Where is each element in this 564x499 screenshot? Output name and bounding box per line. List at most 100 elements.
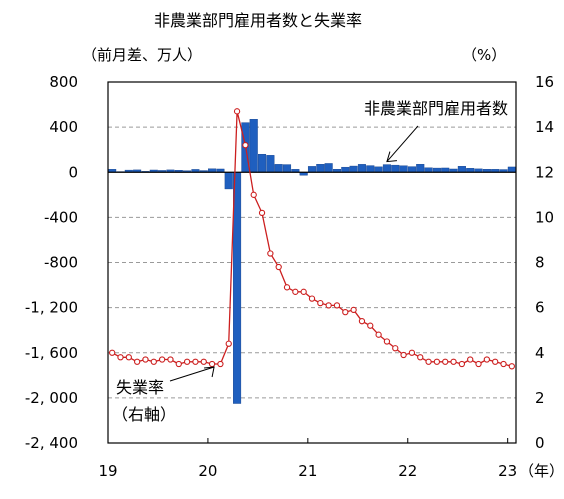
bar-48	[507, 166, 516, 173]
unemployment-point-6	[158, 356, 166, 363]
unemployment-point-14	[225, 340, 232, 347]
chart-title: 非農業部門雇用者数と失業率	[154, 11, 362, 30]
unemployment-point-39	[433, 358, 441, 365]
unemployment-point-8	[175, 360, 182, 368]
left-tick-label-0: 800	[49, 73, 78, 91]
unemployment-point-23	[300, 288, 307, 295]
unemployment-point-40	[442, 358, 449, 365]
unemployment-point-24	[308, 295, 316, 302]
bar-38	[424, 167, 433, 173]
unemployment-point-46	[492, 358, 499, 365]
unemployment-point-27	[333, 302, 341, 309]
left-tick-label-6: -1, 600	[25, 344, 78, 362]
unemployment-point-18	[258, 209, 266, 217]
x-tick-label-0: 19	[98, 462, 117, 480]
x-tick-label-4: 23	[498, 462, 517, 480]
unemployment-point-31	[367, 322, 374, 329]
annotation-payrolls-arrowhead	[386, 151, 397, 163]
plot-frame	[107, 81, 517, 444]
right-tick-label-3: 10	[535, 208, 554, 226]
unemployment-point-2	[125, 354, 132, 361]
unemployment-point-33	[383, 338, 391, 345]
unemployment-point-29	[350, 306, 357, 314]
unemployment-point-1	[117, 354, 124, 361]
axes	[107, 81, 517, 444]
bar-29	[349, 165, 358, 173]
x-tick-label-1: 20	[198, 462, 217, 480]
unemployment-point-26	[325, 302, 332, 309]
unemployment-point-19	[267, 250, 274, 257]
x-axis-unit-label: （年）	[519, 462, 564, 480]
unemployment-point-13	[217, 360, 224, 368]
bar-20	[274, 164, 283, 173]
unemployment-point-4	[142, 356, 149, 363]
bar-32	[374, 166, 383, 173]
left-axis-unit-label: （前月差、万人）	[82, 46, 202, 64]
unemployment-point-45	[483, 356, 491, 363]
unemployment-point-12	[208, 360, 216, 368]
unemployment-point-5	[150, 358, 157, 365]
bar-19	[266, 155, 275, 173]
unemployment-point-0	[109, 349, 116, 356]
annotation-payrolls-arrow-line	[386, 125, 419, 162]
unemployment-point-7	[167, 356, 174, 363]
annotation-unemployment-label: 失業率	[116, 378, 164, 397]
bar-17	[249, 119, 258, 173]
bar-14	[224, 172, 233, 190]
right-axis-unit-label: （%）	[462, 46, 506, 64]
unemployment-point-15	[233, 108, 241, 115]
right-tick-label-6: 4	[535, 344, 545, 362]
bar-35	[399, 165, 408, 173]
right-tick-label-5: 6	[535, 299, 545, 317]
left-tick-label-3: -400	[44, 208, 78, 226]
right-tick-label-4: 8	[535, 254, 545, 272]
right-tick-label-0: 16	[535, 73, 554, 91]
unemployment-point-35	[400, 351, 407, 359]
bar-24	[307, 166, 317, 173]
right-tick-label-8: 0	[535, 434, 545, 452]
unemployment-point-44	[475, 360, 482, 368]
bar-31	[366, 165, 375, 173]
unemployment-point-30	[358, 318, 366, 325]
unemployment-point-42	[458, 360, 466, 368]
annotation-unemployment-sublabel: （右軸）	[112, 405, 176, 424]
unemployment-point-16	[242, 142, 249, 149]
unemployment-point-10	[192, 358, 199, 365]
left-tick-label-1: 400	[49, 118, 78, 136]
unemployment-point-3	[133, 358, 141, 365]
bar-28	[341, 166, 350, 173]
unemployment-point-25	[317, 299, 324, 307]
right-tick-label-1: 14	[535, 118, 554, 136]
left-tick-label-2: 0	[68, 163, 78, 181]
left-tick-label-4: -800	[44, 254, 78, 272]
bar-26	[324, 163, 333, 173]
tick-labels: 800 400 0 -400 -800 -1, 200 -1, 600 -2, 000 -2, …	[25, 73, 554, 480]
bar-33	[382, 164, 391, 173]
x-tick-label-2: 21	[298, 462, 317, 480]
unemployment-point-9	[183, 358, 191, 365]
annotation-unemployment-arrowhead	[204, 366, 215, 378]
annotation-unemployment-arrow-line	[169, 366, 215, 382]
unemployment-point-22	[292, 288, 299, 295]
unemployment-point-36	[408, 349, 416, 356]
unemployment-point-28	[342, 308, 349, 316]
unemployment-point-34	[392, 345, 399, 352]
unemployment-line	[111, 111, 512, 367]
bar-18	[258, 153, 267, 173]
annotation-payrolls-label: 非農業部門雇用者数	[364, 99, 508, 118]
unemployment-point-48	[508, 363, 515, 370]
unemployment-point-32	[375, 331, 382, 338]
gridlines	[108, 126, 516, 399]
bar-40	[441, 167, 450, 173]
unemployment-point-37	[417, 354, 424, 361]
bar-42	[457, 166, 466, 173]
unemployment-point-41	[450, 358, 457, 365]
bar-21	[282, 164, 292, 173]
left-tick-label-8: -2, 400	[25, 434, 78, 452]
unemployment-point-17	[250, 191, 257, 198]
bar-37	[416, 164, 425, 173]
unemployment-point-43	[467, 356, 474, 363]
